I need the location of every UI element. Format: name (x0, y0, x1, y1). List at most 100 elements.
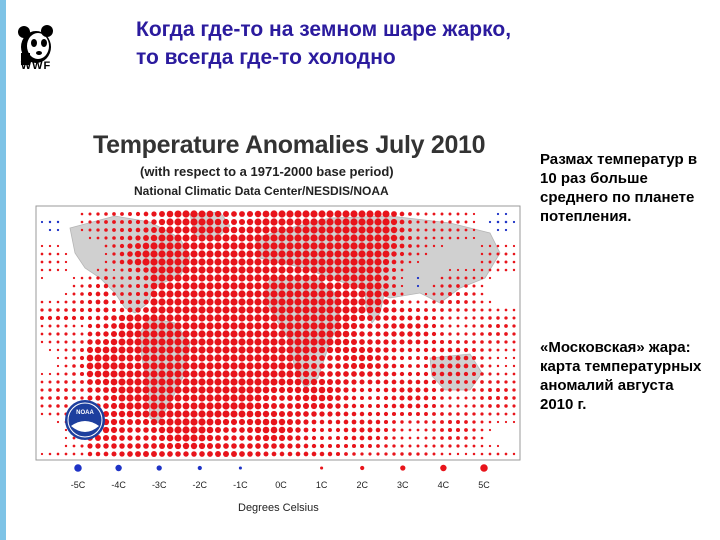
anomaly-dot (440, 332, 444, 336)
anomaly-dot (182, 378, 190, 386)
anomaly-dot (448, 324, 452, 328)
anomaly-dot (167, 451, 173, 457)
anomaly-dot (150, 370, 158, 378)
anomaly-dot (231, 435, 237, 441)
anomaly-dot (150, 242, 158, 250)
anomaly-dot (350, 250, 358, 258)
anomaly-dot (215, 451, 221, 457)
anomaly-dot (350, 362, 358, 370)
anomaly-dot (262, 250, 270, 258)
anomaly-dot (182, 298, 190, 306)
anomaly-dot (351, 427, 357, 433)
anomaly-dot (335, 451, 341, 457)
anomaly-dot (464, 388, 468, 392)
anomaly-dot (504, 228, 508, 232)
anomaly-dot (278, 330, 286, 338)
anomaly-dot (431, 371, 437, 377)
anomaly-dot (134, 354, 142, 362)
anomaly-dot (455, 363, 461, 369)
anomaly-dot (367, 339, 373, 345)
anomaly-dot (303, 427, 309, 433)
anomaly-dot (302, 242, 310, 250)
anomaly-dot (198, 322, 206, 330)
anomaly-dot (86, 346, 94, 354)
anomaly-dot (166, 266, 174, 274)
anomaly-dot (270, 434, 278, 442)
anomaly-dot (335, 403, 341, 409)
anomaly-dot (127, 299, 133, 305)
anomaly-dot (415, 347, 421, 353)
anomaly-dot (424, 244, 428, 248)
anomaly-dot (496, 324, 500, 328)
anomaly-dot (118, 418, 126, 426)
anomaly-dot (142, 322, 150, 330)
anomaly-dot (238, 370, 246, 378)
anomaly-dot (262, 434, 270, 442)
anomaly-dot (198, 394, 206, 402)
anomaly-dot (391, 395, 397, 401)
anomaly-dot (230, 402, 238, 410)
anomaly-dot (367, 427, 373, 433)
anomaly-dot (512, 260, 516, 264)
anomaly-dot (48, 332, 52, 336)
anomaly-dot (392, 436, 396, 440)
anomaly-dot (439, 371, 445, 377)
anomaly-dot (512, 380, 516, 384)
anomaly-dot (302, 370, 310, 378)
anomaly-dot (223, 451, 229, 457)
anomaly-dot (206, 402, 214, 410)
anomaly-dot (110, 370, 118, 378)
anomaly-dot (432, 220, 436, 224)
anomaly-dot (247, 443, 253, 449)
map-subtitle: (with respect to a 1971-2000 base period… (140, 164, 394, 179)
anomaly-dot (64, 324, 68, 328)
anomaly-dot (310, 210, 318, 218)
anomaly-dot (399, 411, 405, 417)
anomaly-dot (334, 306, 342, 314)
anomaly-dot (488, 396, 492, 400)
anomaly-dot (383, 291, 389, 297)
anomaly-dot (104, 212, 108, 216)
anomaly-dot (95, 299, 101, 305)
anomaly-dot (374, 242, 382, 250)
anomaly-dot (135, 291, 141, 297)
anomaly-dot (230, 290, 238, 298)
anomaly-dot (431, 379, 437, 385)
anomaly-dot (238, 386, 246, 394)
anomaly-dot (358, 346, 366, 354)
anomaly-dot (166, 250, 174, 258)
anomaly-dot (471, 355, 477, 361)
anomaly-dot (302, 210, 310, 218)
anomaly-dot (480, 276, 484, 280)
anomaly-dot (214, 210, 222, 218)
anomaly-dot (87, 331, 93, 337)
anomaly-dot (415, 379, 421, 385)
anomaly-dot (135, 275, 141, 281)
anomaly-dot (334, 274, 342, 282)
legend-dot (156, 465, 162, 471)
anomaly-dot (350, 298, 358, 306)
anomaly-dot (87, 323, 93, 329)
anomaly-dot (326, 250, 334, 258)
anomaly-dot (384, 436, 388, 440)
anomaly-dot (326, 274, 334, 282)
anomaly-dot (158, 418, 166, 426)
anomaly-dot (246, 234, 254, 242)
anomaly-dot (456, 220, 460, 224)
anomaly-dot (310, 298, 318, 306)
anomaly-dot (104, 268, 108, 272)
anomaly-dot (399, 219, 405, 225)
anomaly-dot (238, 314, 246, 322)
anomaly-dot (95, 307, 101, 313)
anomaly-dot (143, 299, 149, 305)
anomaly-dot (214, 226, 222, 234)
anomaly-dot (238, 282, 246, 290)
anomaly-dot (56, 348, 60, 352)
anomaly-dot (416, 356, 420, 360)
anomaly-dot (488, 300, 492, 304)
anomaly-dot (302, 322, 310, 330)
anomaly-dot (223, 435, 229, 441)
anomaly-dot (80, 388, 84, 392)
anomaly-dot (206, 426, 214, 434)
anomaly-dot (328, 428, 332, 432)
